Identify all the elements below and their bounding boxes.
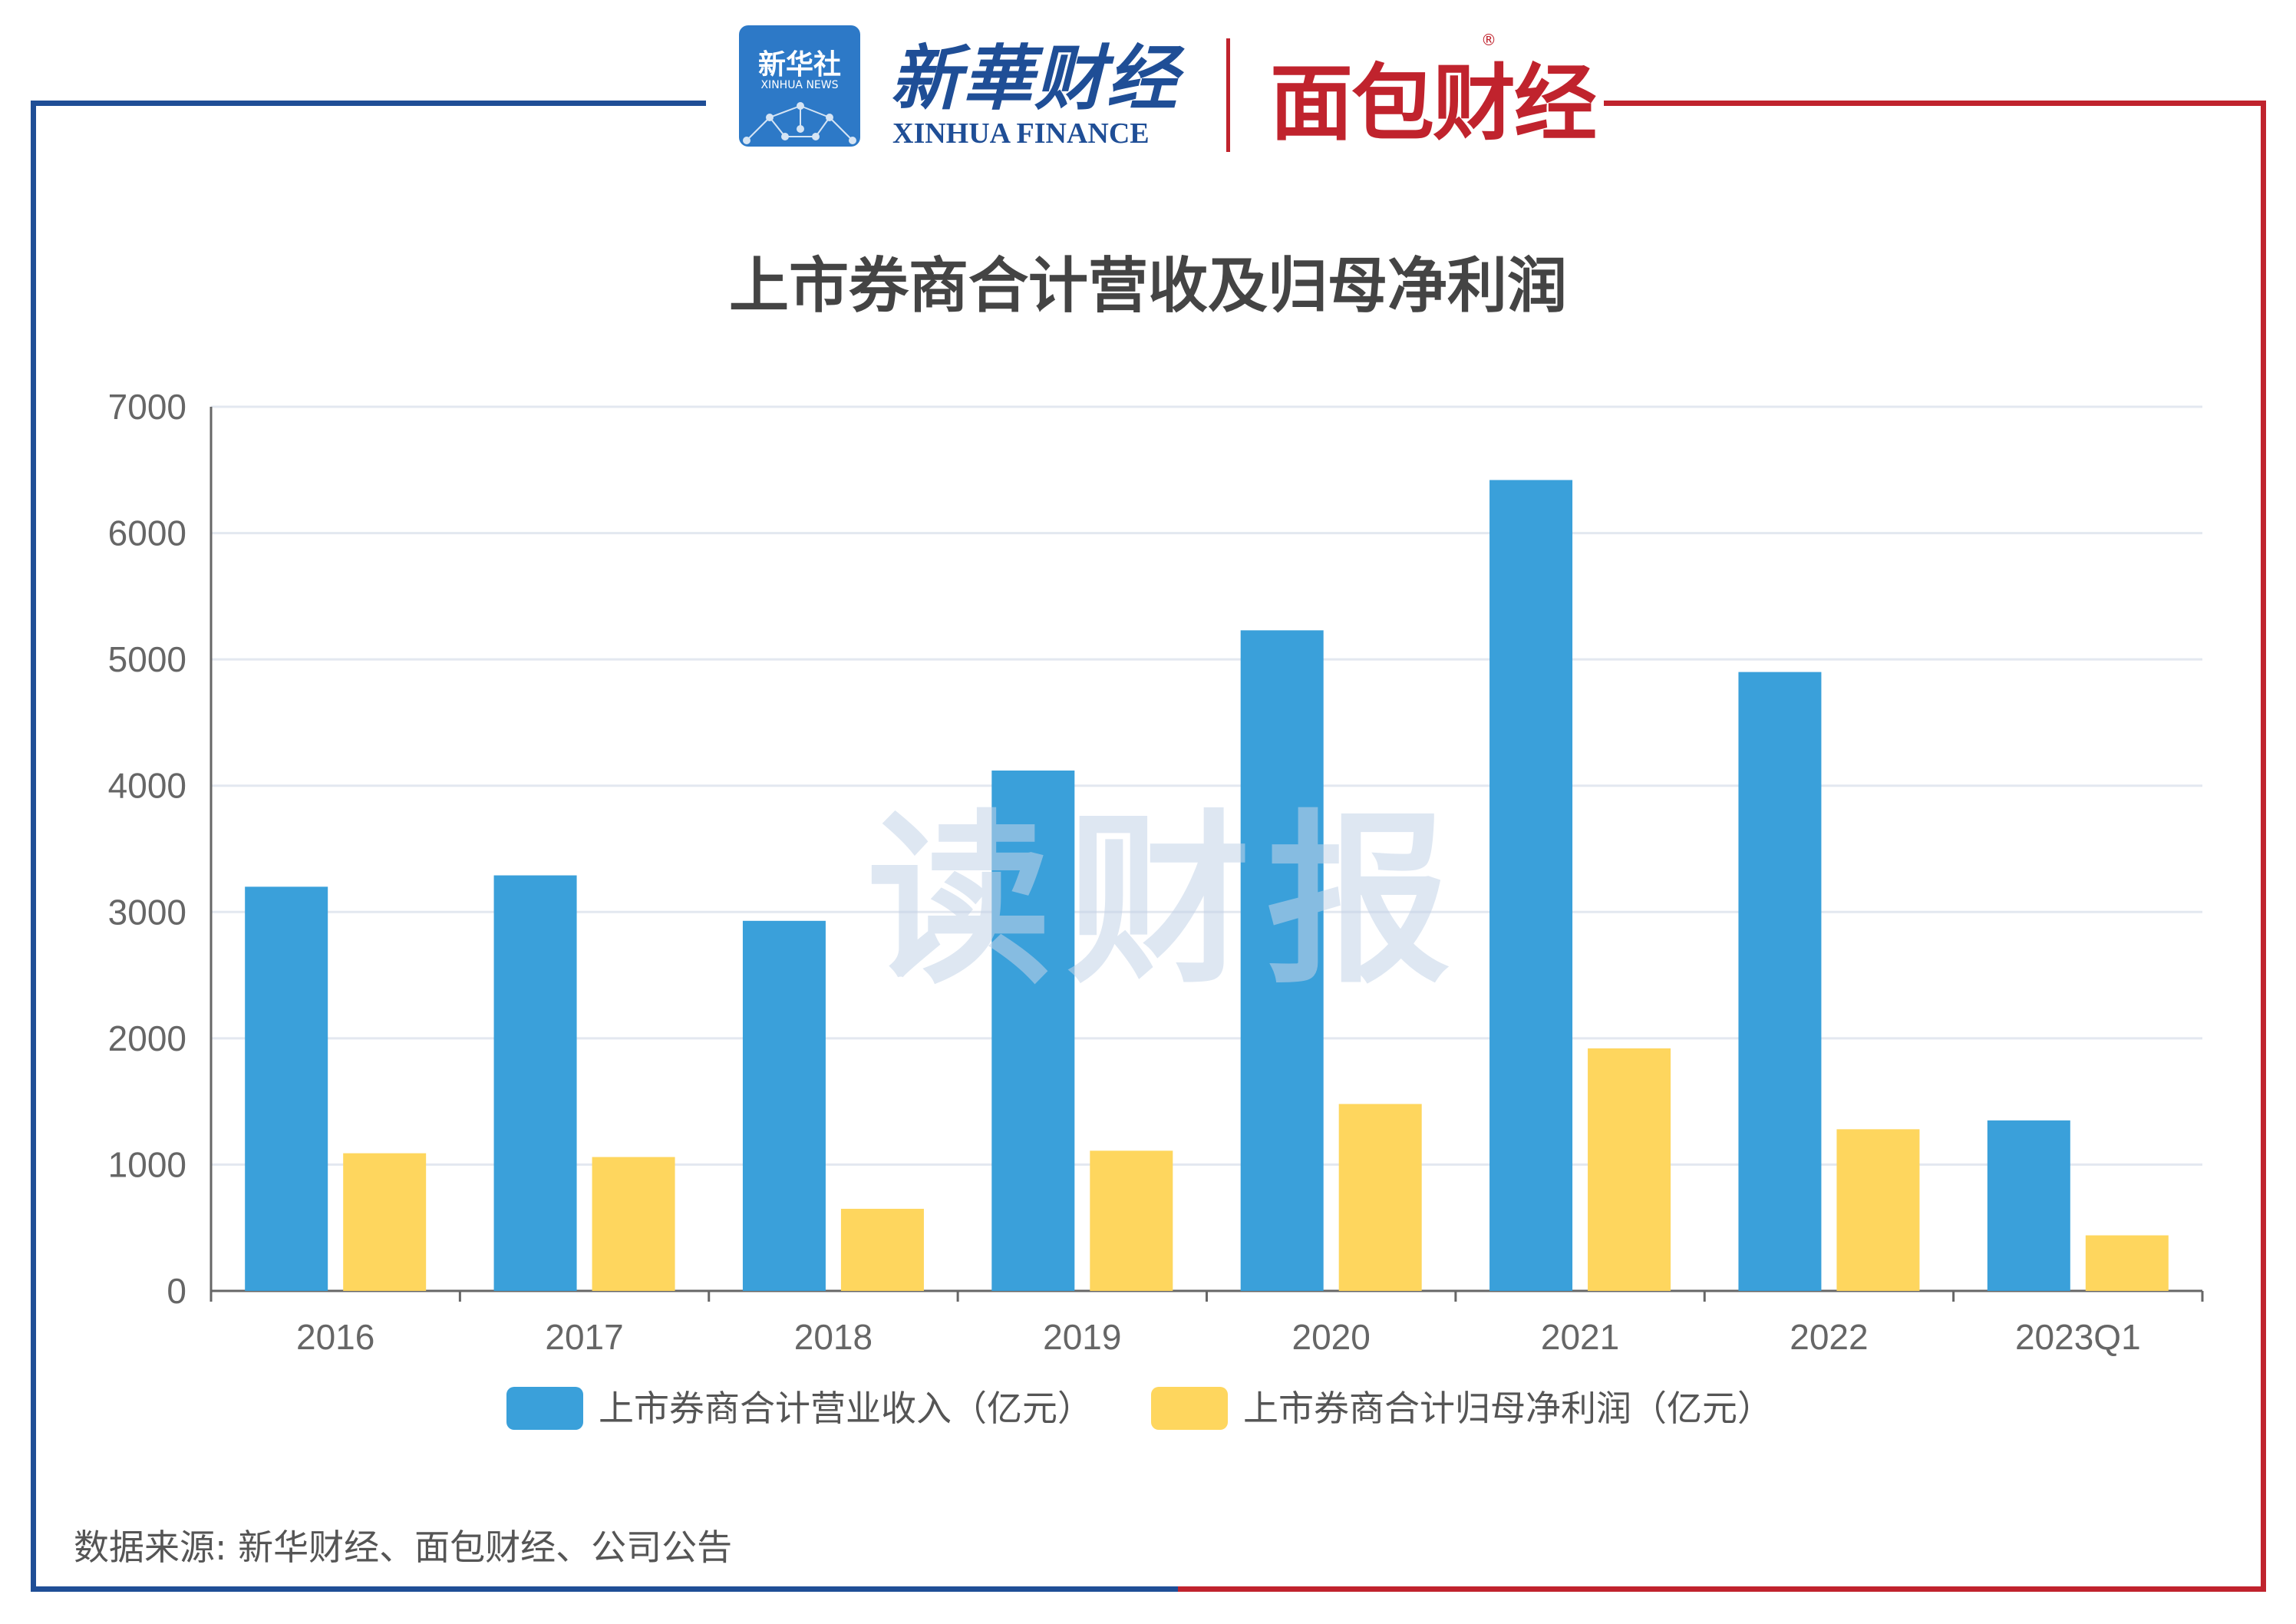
y-tick-label-7000: 7000 — [108, 387, 186, 427]
xinhua-news-logo: 新华社 XINHUA NEWS — [739, 25, 860, 147]
y-tick-label-3000: 3000 — [108, 892, 186, 932]
profit-bar-2020 — [1338, 1104, 1422, 1291]
y-tick-label-4000: 4000 — [108, 766, 186, 806]
chart-title: 上市券商合计营收及归母净利润 — [728, 252, 1567, 321]
profit-bar-2022 — [1836, 1129, 1920, 1291]
y-tick-label-0: 0 — [167, 1271, 186, 1311]
legend-swatch-0 — [506, 1387, 583, 1430]
x-tick-label-2019: 2019 — [1043, 1317, 1121, 1357]
x-tick-label-2021: 2021 — [1541, 1317, 1619, 1357]
profit-bar-2016 — [343, 1153, 427, 1291]
profit-bar-2023Q1 — [2085, 1235, 2169, 1291]
x-tick-label-2023Q1: 2023Q1 — [2015, 1317, 2141, 1357]
network-icon — [743, 102, 856, 144]
frame-left-border — [31, 101, 1178, 1592]
profit-bar-2021 — [1588, 1048, 1671, 1291]
watermark: 读财报 — [867, 794, 1466, 1008]
xinhua-finance-logo-cn: 新華财经 — [890, 37, 1179, 120]
revenue-bar-2019 — [991, 770, 1075, 1291]
mianbao-finance-logo: 面包财经 — [1270, 56, 1597, 152]
y-tick-label-5000: 5000 — [108, 639, 186, 679]
revenue-bar-2020 — [1240, 630, 1324, 1291]
x-tick-label-2017: 2017 — [545, 1317, 623, 1357]
profit-bar-2019 — [1090, 1150, 1173, 1291]
revenue-bar-2022 — [1738, 672, 1822, 1291]
revenue-bar-2017 — [493, 875, 577, 1291]
legend-swatch-1 — [1151, 1387, 1228, 1430]
frame-right-border — [1178, 101, 2266, 1592]
logo-divider — [1226, 38, 1230, 152]
y-tick-label-1000: 1000 — [108, 1144, 186, 1184]
profit-bar-2017 — [592, 1157, 675, 1291]
data-source-note: 数据来源: 新华财经、面包财经、公司公告 — [74, 1527, 733, 1568]
revenue-bar-2021 — [1489, 480, 1573, 1291]
revenue-bar-2023Q1 — [1987, 1120, 2070, 1291]
revenue-bar-2018 — [742, 920, 826, 1291]
xinhua-badge-cn: 新华社 — [757, 49, 841, 81]
profit-bar-2018 — [840, 1209, 924, 1291]
x-tick-label-2018: 2018 — [794, 1317, 873, 1357]
x-tick-label-2020: 2020 — [1292, 1317, 1371, 1357]
registered-mark: ® — [1481, 31, 1496, 49]
xinhua-badge-en: XINHUA NEWS — [760, 79, 839, 91]
y-tick-label-6000: 6000 — [108, 513, 186, 553]
x-tick-label-2022: 2022 — [1790, 1317, 1868, 1357]
legend-label-0: 上市券商合计营业收入（亿元） — [599, 1388, 1093, 1429]
y-tick-label-2000: 2000 — [108, 1018, 186, 1058]
revenue-bar-2016 — [245, 886, 328, 1291]
x-tick-label-2016: 2016 — [296, 1317, 374, 1357]
xinhua-finance-logo-en: XINHUA FINANCE — [892, 117, 1150, 150]
legend-label-1: 上市券商合计归母净利润（亿元） — [1243, 1388, 1773, 1429]
